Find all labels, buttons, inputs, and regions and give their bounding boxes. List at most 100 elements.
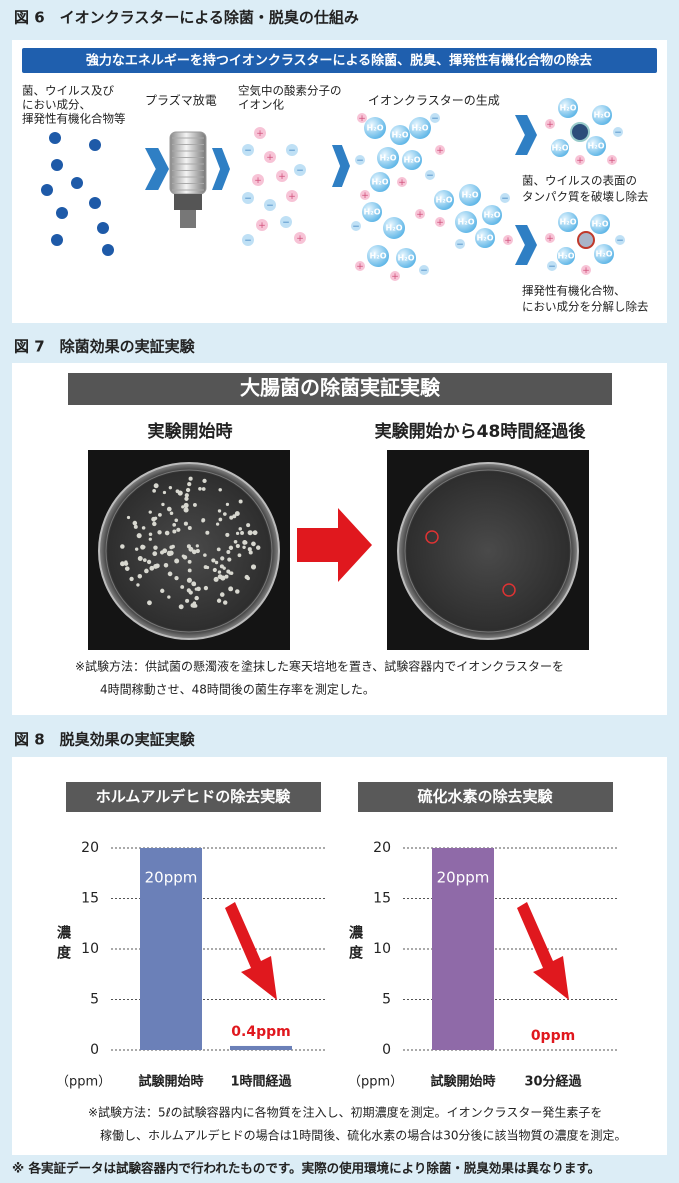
colony (181, 505, 185, 509)
ion-sign: − (420, 266, 428, 276)
y-tick-label: 15 (81, 891, 99, 907)
ion (351, 221, 361, 231)
label: 空気中の酸素分子の (238, 84, 342, 98)
molecule-core (577, 231, 595, 249)
colony (146, 559, 152, 565)
colony (124, 560, 128, 564)
arrow (515, 225, 537, 265)
colony (219, 592, 225, 597)
ion-sign: + (288, 192, 296, 202)
colony (213, 576, 219, 582)
note: ※試験方法：5ℓの試験容器内に各物質を注入し、初期濃度を測定。イオンクラスター発… (88, 1105, 602, 1120)
cluster (557, 247, 575, 265)
colony (248, 550, 253, 555)
colony (215, 522, 220, 526)
ion-sign: − (352, 222, 360, 232)
cluster-label: H₂O (364, 208, 381, 217)
colony (194, 587, 198, 591)
colony (214, 560, 219, 565)
colony (172, 529, 177, 534)
colony (184, 493, 189, 498)
colony (153, 516, 158, 520)
cluster-label: H₂O (588, 142, 605, 151)
bar (230, 1045, 292, 1050)
device (180, 210, 196, 228)
colony (217, 570, 222, 574)
virus (570, 122, 590, 142)
cluster-label: H₂O (484, 211, 501, 220)
colony (168, 550, 174, 556)
colony (132, 520, 138, 526)
colony (153, 545, 158, 550)
colony (134, 547, 139, 551)
ion-sign: + (504, 236, 512, 246)
ion (256, 219, 268, 231)
colony (203, 553, 207, 557)
ion-sign: + (278, 172, 286, 182)
particle (102, 244, 114, 256)
label: イオンクラスターの生成 (368, 94, 500, 108)
cluster (586, 136, 606, 156)
ion (397, 177, 407, 187)
cluster-label: H₂O (592, 220, 609, 229)
chart-header (358, 782, 613, 812)
colony (195, 548, 200, 554)
colony (229, 515, 234, 520)
colony (152, 551, 158, 557)
colony (234, 511, 240, 517)
colony (152, 521, 157, 527)
colony (217, 509, 222, 513)
colony (188, 476, 193, 481)
colony (136, 583, 140, 587)
y-tick-label: 0 (382, 1042, 391, 1058)
colony (184, 496, 189, 501)
label: 揮発性有機化合物等 (22, 112, 126, 126)
colony (178, 604, 184, 610)
ion (355, 261, 365, 271)
label: プラズマ放電 (145, 93, 217, 108)
colony (162, 490, 167, 495)
arrow (145, 148, 169, 190)
ion (280, 216, 292, 228)
particle (51, 159, 63, 171)
cluster-label: H₂O (458, 218, 475, 227)
cluster-label: H₂O (477, 234, 494, 243)
cluster (592, 105, 612, 125)
ion (615, 235, 625, 245)
note: 稼働し、ホルムアルデヒドの場合は1時間後、硫化水素の場合は30分後に該当物質の濃… (100, 1128, 627, 1143)
ion-sign: − (266, 201, 274, 211)
colony (223, 600, 228, 605)
ion-sign: − (426, 171, 434, 181)
colony (242, 545, 246, 549)
ion-sign: − (282, 218, 290, 228)
colony (205, 530, 210, 535)
colony (126, 515, 131, 520)
ion-sign: − (548, 262, 556, 272)
colony (192, 582, 197, 587)
colony (167, 571, 173, 577)
colony (216, 598, 222, 603)
value-label: 20ppm (437, 869, 490, 887)
colony (217, 574, 223, 580)
particle (89, 139, 101, 151)
ion (242, 144, 254, 156)
cluster (482, 205, 502, 225)
ion (355, 155, 365, 165)
unit-label: （ppm） (56, 1075, 111, 1090)
ion-sign: + (436, 218, 444, 228)
value-label: 0.4ppm (231, 1024, 290, 1040)
ion (503, 235, 513, 245)
cluster (455, 211, 477, 233)
ion (545, 119, 555, 129)
colony (226, 550, 231, 554)
cluster (377, 147, 399, 169)
colony (164, 530, 170, 536)
colony (232, 514, 237, 519)
ion (545, 233, 555, 243)
ion (415, 209, 425, 219)
ion-sign: + (398, 178, 406, 188)
y-tick-label: 10 (81, 941, 99, 957)
colony (243, 540, 248, 545)
